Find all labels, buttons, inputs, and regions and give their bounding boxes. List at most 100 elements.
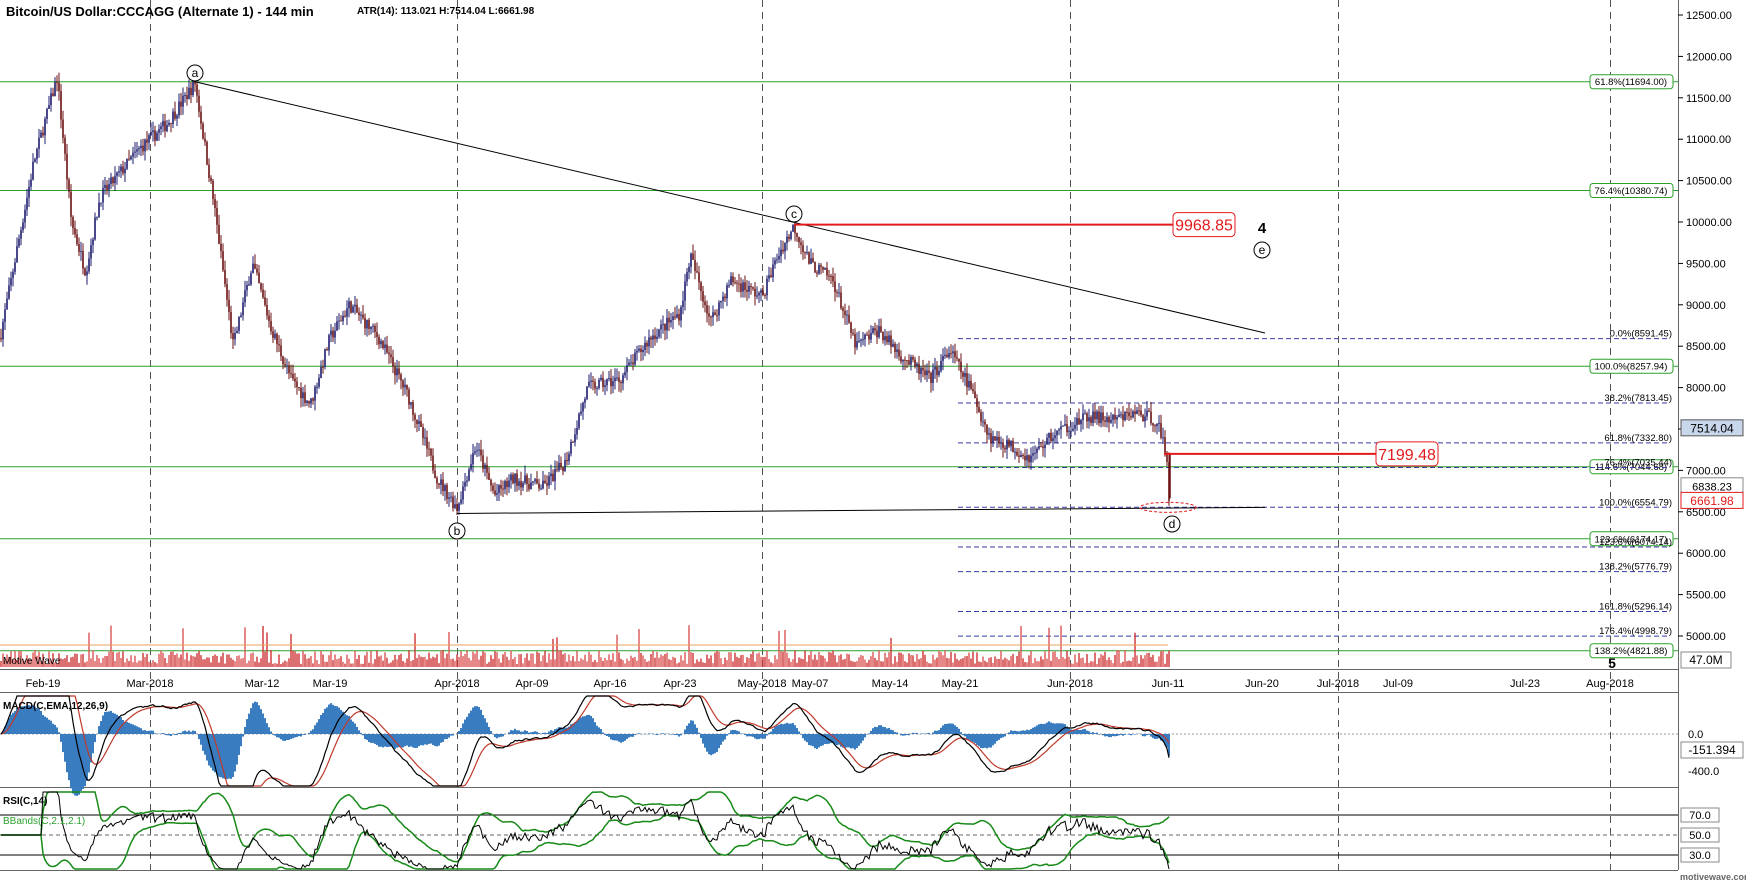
volume-bar	[592, 661, 594, 667]
volume-bar	[774, 655, 776, 667]
candle-body	[742, 282, 744, 292]
volume-bar	[1030, 650, 1032, 667]
volume-bar	[136, 662, 138, 667]
volume-bar	[168, 655, 170, 667]
candle-body	[848, 314, 850, 323]
macd-hist-bar	[380, 734, 382, 747]
rsi-tick-0: 70.0	[1680, 807, 1720, 823]
macd-hist-bar	[442, 734, 444, 742]
candle-body	[838, 292, 840, 294]
volume-bar	[14, 650, 16, 667]
candle-body	[896, 349, 898, 353]
macd-hist-bar	[572, 723, 574, 734]
volume-bar	[950, 651, 952, 667]
volume-bar	[82, 653, 84, 667]
macd-hist-bar	[332, 704, 334, 734]
macd-hist-bar	[976, 734, 978, 745]
volume-bar	[1018, 651, 1020, 667]
macd-hist-bar	[766, 734, 768, 736]
macd-hist-bar	[1028, 730, 1030, 734]
macd-hist-bar	[176, 734, 178, 736]
macd-hist-bar	[712, 734, 714, 755]
fib-green-label-text: 138.2%(4821.88)	[1595, 646, 1668, 657]
candle-body	[968, 380, 970, 388]
volume-bar	[182, 628, 184, 667]
candle-body	[664, 324, 666, 331]
macd-hist-bar	[448, 734, 450, 738]
volume-bar	[410, 661, 412, 667]
volume-bar	[680, 655, 682, 667]
wave-label-e: e	[1253, 241, 1271, 259]
candle-body	[724, 296, 726, 299]
candle-body	[88, 258, 90, 272]
volume-bar	[816, 659, 818, 667]
candle-body	[422, 427, 424, 439]
volume-bar	[572, 656, 574, 667]
candle-body	[1152, 423, 1154, 426]
volume-bar	[566, 661, 568, 667]
price-tag-text: 6838.23	[1692, 481, 1732, 493]
candle-body	[884, 336, 886, 341]
candle-body	[978, 406, 980, 413]
candle-body	[546, 483, 548, 486]
macd-hist-bar	[880, 725, 882, 734]
price-axis[interactable]: 5000.005500.006000.006500.007000.007500.…	[1678, 10, 1744, 669]
macd-hist-bar	[750, 734, 752, 737]
volume-bar	[370, 651, 372, 667]
volume-bar	[904, 661, 906, 667]
volume-bar	[746, 657, 748, 667]
candle-body	[944, 354, 946, 356]
candle-body	[1096, 411, 1098, 420]
volume-bar	[568, 654, 570, 667]
volume-bar	[838, 655, 840, 667]
candle-body	[1100, 412, 1102, 424]
fib-dashed-label-2: 61.8%(7332.80)	[1604, 433, 1672, 444]
volume-bar	[886, 657, 888, 667]
volume-bar	[636, 660, 638, 667]
volume-bar	[674, 657, 676, 667]
macd-hist-bar	[1034, 726, 1036, 734]
candle-body	[362, 314, 364, 318]
candle-body	[286, 365, 288, 367]
candle-body	[918, 363, 920, 374]
fib-green-label-box	[1589, 531, 1674, 547]
candle-body	[392, 357, 394, 367]
volume-bar	[1150, 657, 1152, 667]
fib-green-label-box	[1589, 182, 1674, 198]
macd-hist-bar	[928, 732, 930, 734]
candle-body	[580, 411, 582, 414]
volume-bar	[610, 659, 612, 667]
macd-hist-bar	[418, 734, 420, 747]
volume-bar	[600, 657, 602, 667]
candle-body	[58, 82, 60, 92]
volume-bar	[328, 655, 330, 667]
macd-hist-bar	[228, 734, 230, 779]
volume-bar	[46, 663, 48, 667]
volume-bar	[672, 656, 674, 667]
macd-hist-bar	[318, 719, 320, 734]
volume-bar	[530, 653, 532, 667]
volume-bar	[748, 658, 750, 667]
time-axis[interactable]: Feb-19 Mar-2018 Mar-12 Mar-19 Apr-2018 Apr-09…	[26, 678, 1634, 690]
volume-bar	[188, 660, 190, 667]
volume-bar	[254, 661, 256, 667]
x-tick-label-18: Aug-2018	[1586, 678, 1634, 690]
volume-bar	[880, 661, 882, 667]
volume-bar	[678, 662, 680, 667]
macd-hist-bar	[680, 734, 682, 736]
volume-bar	[500, 662, 502, 667]
macd-hist-bar	[576, 720, 578, 734]
candle-body	[270, 321, 272, 332]
volume-bar	[766, 650, 768, 667]
candle-body	[1052, 438, 1054, 441]
lower-trendline	[456, 506, 1266, 514]
candle-body	[1064, 424, 1066, 426]
candle-body	[514, 473, 516, 484]
candle-body	[956, 357, 958, 359]
macd-hist-bar	[250, 708, 252, 734]
candle-body	[300, 387, 302, 399]
candle-body	[1128, 412, 1130, 417]
candle-body	[658, 329, 660, 337]
candle-body	[308, 400, 310, 404]
candle-body	[1154, 425, 1156, 427]
